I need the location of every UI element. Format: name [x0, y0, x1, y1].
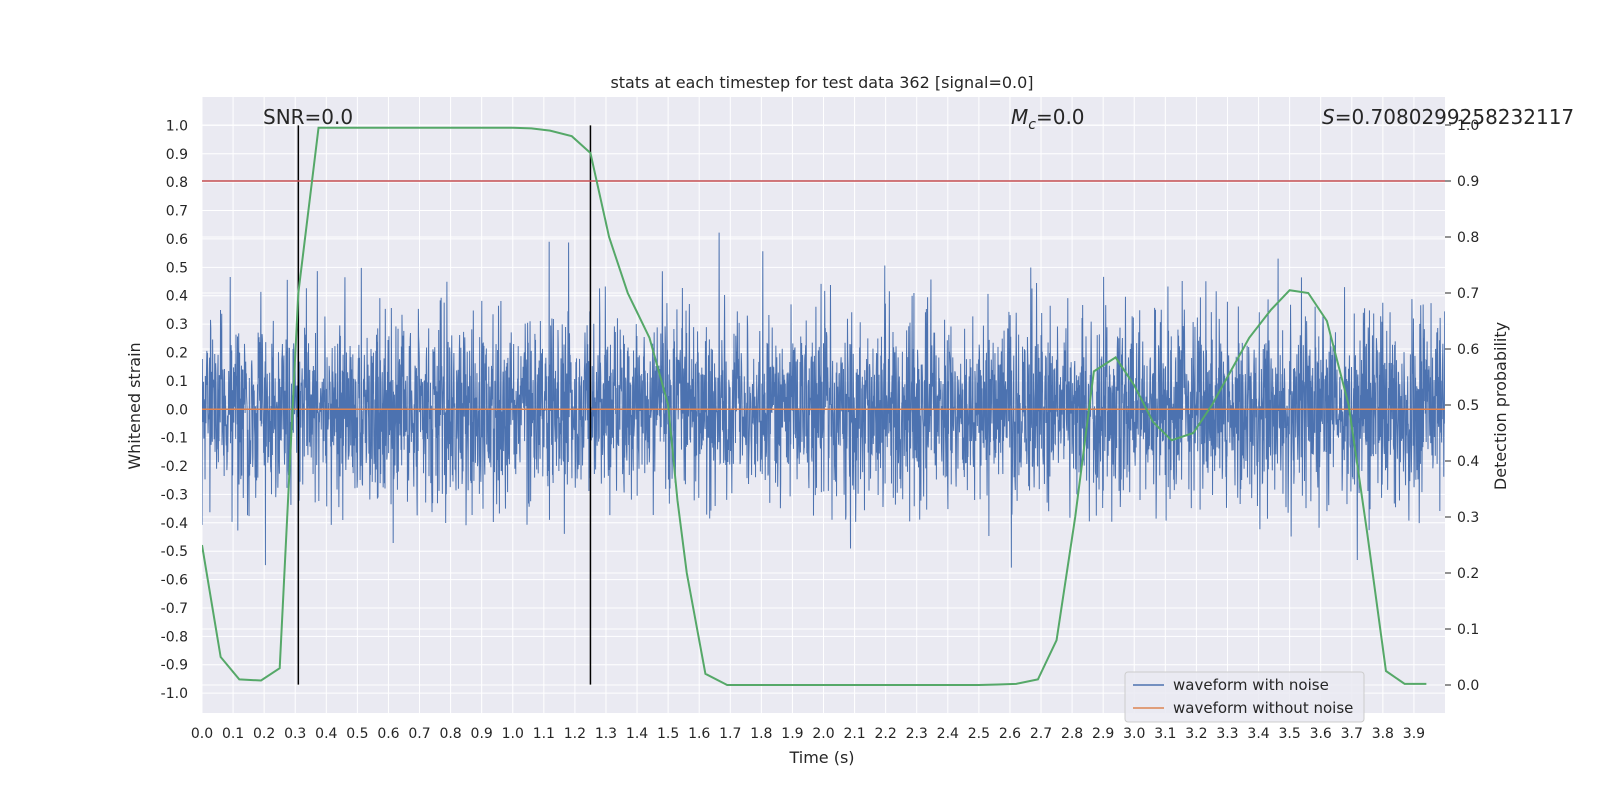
y-tick-label-left: -1.0: [161, 686, 188, 702]
y-tick-label-left: -0.3: [161, 487, 188, 503]
legend-label-clean: waveform without noise: [1173, 699, 1353, 717]
legend: waveform with noise waveform without noi…: [1124, 671, 1365, 723]
vertical-markers: [297, 125, 592, 685]
x-tick-label: 1.3: [595, 726, 617, 742]
y-tick-label-right: 0.0: [1457, 678, 1479, 694]
score-symbol: S: [1322, 105, 1335, 129]
legend-box: [1124, 671, 1365, 723]
x-tick-label: 3.7: [1341, 726, 1363, 742]
y-tick-label-left: 0.0: [166, 402, 188, 418]
x-tick-label: 0.5: [346, 726, 368, 742]
y-tick-label-right: 0.4: [1457, 454, 1479, 470]
y-tick-label-left: 0.2: [166, 345, 188, 361]
y-tick-label-left: -0.5: [161, 544, 188, 560]
y-tick-label-left: 0.3: [166, 317, 188, 333]
x-tick-label: 3.1: [1154, 726, 1176, 742]
x-tick-label: 3.0: [1123, 726, 1145, 742]
y-axis-right-ticks: 1.0 0.9 0.8 0.7 0.6 0.5 0.4 0.3 0.2 0.1 0.0: [1445, 118, 1479, 694]
x-tick-label: 1.9: [781, 726, 803, 742]
x-tick-label: 3.5: [1278, 726, 1300, 742]
x-tick-label: 1.1: [533, 726, 555, 742]
y-tick-label-right: 0.5: [1457, 398, 1479, 414]
x-tick-label: 0.4: [315, 726, 337, 742]
chirp-mass-subscript: c: [1028, 117, 1036, 133]
score-value: =0.7080299258232117: [1335, 105, 1574, 129]
chirp-mass-annotation: Mc=0.0: [1011, 105, 1085, 133]
x-tick-label: 0.0: [191, 726, 213, 742]
x-axis-label: Time (s): [788, 748, 854, 767]
x-tick-label: 3.9: [1403, 726, 1425, 742]
y-tick-label-left: 0.9: [166, 147, 188, 163]
y-tick-label-right: 0.1: [1457, 622, 1479, 638]
x-tick-label: 2.2: [875, 726, 897, 742]
y-tick-label-right: 0.8: [1457, 230, 1479, 246]
x-tick-label: 1.6: [688, 726, 710, 742]
y-tick-label-left: 0.6: [166, 232, 188, 248]
x-tick-label: 2.7: [1030, 726, 1052, 742]
x-tick-label: 1.0: [502, 726, 524, 742]
y-tick-label-left: 0.1: [166, 374, 188, 390]
chirp-mass-value: =0.0: [1036, 105, 1085, 129]
x-tick-label: 0.6: [377, 726, 399, 742]
x-tick-label: 3.6: [1310, 726, 1332, 742]
x-tick-label: 2.9: [1092, 726, 1114, 742]
probability-line: [202, 126, 1427, 686]
y-tick-label-left: -0.9: [161, 658, 188, 674]
chart-title: stats at each timestep for test data 362…: [610, 73, 1033, 92]
x-tick-label: 3.3: [1216, 726, 1238, 742]
x-tick-label: 1.7: [719, 726, 741, 742]
score-annotation: S=0.7080299258232117: [1322, 105, 1574, 129]
y-tick-label-right: 0.2: [1457, 566, 1479, 582]
x-tick-label: 3.2: [1185, 726, 1207, 742]
x-tick-label: 0.1: [222, 726, 244, 742]
y-tick-label-left: -0.8: [161, 629, 188, 645]
x-tick-label: 1.4: [626, 726, 648, 742]
x-tick-label: 3.8: [1372, 726, 1394, 742]
probability-series: [202, 126, 1427, 686]
y-tick-label-left: 0.4: [166, 289, 188, 305]
x-tick-label: 2.5: [968, 726, 990, 742]
chirp-mass-symbol: M: [1011, 105, 1028, 129]
x-axis-ticks: 0.0 0.1 0.2 0.3 0.4 0.5 0.6 0.7 0.8 0.9 1.0 1.1 1.2 1…: [191, 726, 1425, 742]
x-tick-label: 1.8: [750, 726, 772, 742]
x-tick-label: 0.9: [471, 726, 493, 742]
y-tick-label-right: 0.7: [1457, 286, 1479, 302]
y-tick-label-left: 0.7: [166, 204, 188, 220]
y-tick-label-right: 0.6: [1457, 342, 1479, 358]
y-tick-label-left: -0.6: [161, 573, 188, 589]
y-tick-label-left: -0.1: [161, 431, 188, 447]
x-tick-label: 1.2: [564, 726, 586, 742]
x-tick-label: 0.7: [408, 726, 430, 742]
noise-waveform-line: [202, 232, 1445, 568]
x-tick-label: 2.1: [843, 726, 865, 742]
x-tick-label: 0.3: [284, 726, 306, 742]
x-tick-label: 2.0: [812, 726, 834, 742]
y-axis-left-label: Whitened strain: [125, 342, 144, 469]
x-tick-label: 3.4: [1247, 726, 1269, 742]
x-tick-label: 2.4: [937, 726, 959, 742]
y-tick-label-right: 0.3: [1457, 510, 1479, 526]
y-tick-label-left: 1.0: [166, 118, 188, 134]
x-tick-label: 2.6: [999, 726, 1021, 742]
y-tick-label-right: 1.0: [1457, 118, 1479, 134]
legend-label-noise: waveform with noise: [1173, 676, 1329, 694]
x-tick-label: 1.5: [657, 726, 679, 742]
y-tick-label-left: 0.5: [166, 260, 188, 276]
y-tick-label-left: -0.4: [161, 516, 188, 532]
y-tick-label-right: 0.9: [1457, 174, 1479, 190]
x-tick-label: 2.3: [906, 726, 928, 742]
snr-annotation: SNR=0.0: [263, 105, 353, 129]
y-tick-label-left: -0.7: [161, 601, 188, 617]
x-tick-label: 0.8: [439, 726, 461, 742]
noise-series: [202, 232, 1445, 568]
x-tick-label: 0.2: [253, 726, 275, 742]
x-tick-label: 2.8: [1061, 726, 1083, 742]
y-axis-left-ticks: 1.0 0.9 0.8 0.7 0.6 0.5 0.4 0.3 0.2 0.1 0.0 -0.1 -0.…: [161, 118, 188, 702]
y-axis-right-label: Detection probability: [1491, 322, 1510, 490]
y-tick-label-left: 0.8: [166, 175, 188, 191]
y-tick-label-left: -0.2: [161, 459, 188, 475]
